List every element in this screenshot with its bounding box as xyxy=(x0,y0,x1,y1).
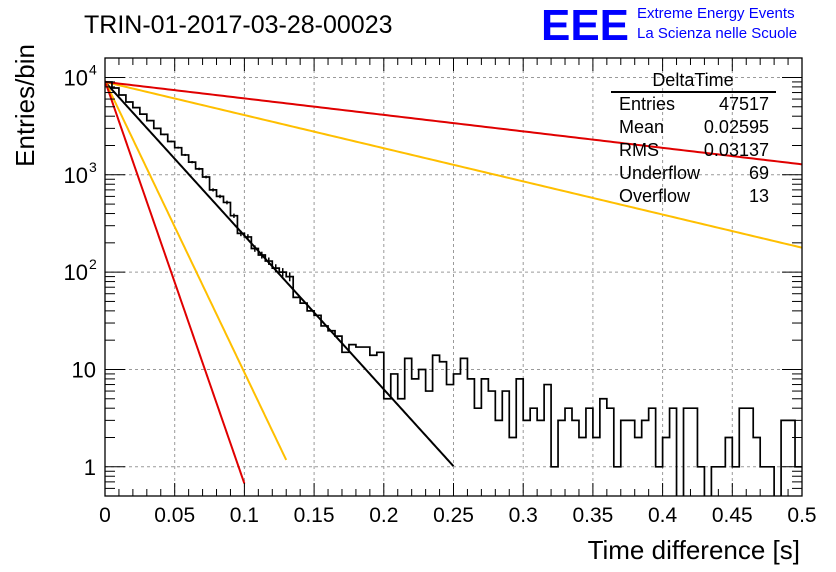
x-axis-title: Time difference [s] xyxy=(588,535,800,565)
stats-row-label: Underflow xyxy=(619,163,701,183)
tick-marks xyxy=(104,58,803,496)
stats-box: DeltaTime Entries 47517 Mean 0.02595 RMS 0.03… xyxy=(611,70,776,206)
x-tick-label: 0.45 xyxy=(712,504,753,527)
y-tick-exponent: 2 xyxy=(89,256,97,272)
chart-title: TRIN-01-2017-03-28-00023 xyxy=(84,11,393,39)
x-tick-label: 0 xyxy=(99,504,111,527)
y-tick-label: 1 xyxy=(84,455,96,480)
stats-row-value: 0.02595 xyxy=(704,117,769,137)
stats-row-value: 47517 xyxy=(719,94,769,114)
stats-row-value: 0.03137 xyxy=(704,140,769,160)
y-tick-label: 10 xyxy=(64,65,88,90)
y-axis-title: Entries/bin xyxy=(10,44,40,167)
logo-mark: EEE xyxy=(541,1,629,50)
fit-curve xyxy=(105,80,802,249)
y-tick-exponent: 4 xyxy=(89,61,97,77)
y-tick-exponent: 3 xyxy=(89,159,97,175)
stats-row-label: Entries xyxy=(619,94,675,114)
grid xyxy=(105,58,802,496)
y-tick-label: 10 xyxy=(72,357,96,382)
x-tick-label: 0.15 xyxy=(294,504,335,527)
stats-row-value: 13 xyxy=(749,186,769,206)
x-tick-label: 0.4 xyxy=(648,504,678,527)
x-tick-label: 0.1 xyxy=(230,504,259,527)
x-tick-label: 0.05 xyxy=(154,504,195,527)
x-tick-label: 0.35 xyxy=(572,504,613,527)
logo-line-1: Extreme Energy Events xyxy=(637,5,795,22)
fit-curve xyxy=(105,80,802,166)
x-tick-label: 0.5 xyxy=(787,504,816,527)
stats-row-label: RMS xyxy=(619,140,659,160)
x-tick-label: 0.3 xyxy=(509,504,538,527)
histogram-outline xyxy=(105,81,802,496)
eee-logo: EEE Extreme Energy Events La Scienza nel… xyxy=(541,1,797,50)
fit-curve xyxy=(105,80,288,461)
x-tick-label: 0.25 xyxy=(433,504,474,527)
stats-row-label: Mean xyxy=(619,117,664,137)
series-layer xyxy=(105,80,802,496)
y-tick-label: 10 xyxy=(64,163,88,188)
logo-line-2: La Scienza nelle Scuole xyxy=(637,25,797,42)
stats-row-label: Overflow xyxy=(619,186,691,206)
stats-box-title: DeltaTime xyxy=(652,70,733,90)
y-tick-label: 10 xyxy=(64,260,88,285)
stats-row-value: 69 xyxy=(749,163,769,183)
fit-curve xyxy=(105,80,246,484)
x-tick-labels: 0 0.05 0.1 0.15 0.2 0.25 0.3 0.35 0.4 0.45 0.5 xyxy=(99,504,816,527)
fit-curve xyxy=(105,81,455,467)
stats-rows: Entries 47517 Mean 0.02595 RMS 0.03137Underfl… xyxy=(619,94,769,206)
x-tick-label: 0.2 xyxy=(369,504,398,527)
